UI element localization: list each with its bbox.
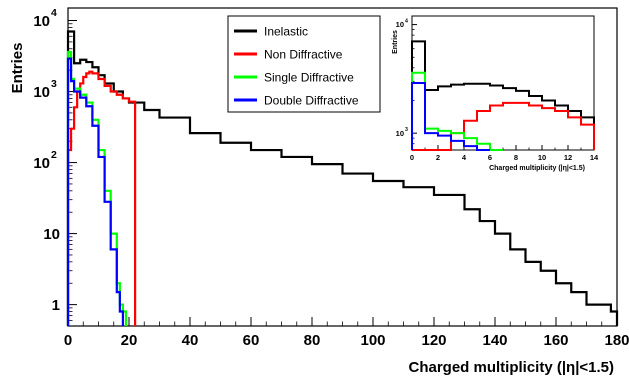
legend-entry-inelastic: Inelastic xyxy=(234,25,308,39)
x-tick-label: 160 xyxy=(543,332,568,349)
inset-x-axis-title: Charged multiplicity (|η|<1.5) xyxy=(489,165,585,172)
series-non-diffractive xyxy=(66,70,137,326)
legend-label-single-diffractive: Single Diffractive xyxy=(264,71,354,85)
main-y-axis-title: Entries xyxy=(9,43,26,94)
x-tick-label: 12 xyxy=(564,153,572,162)
y-tick-label: 10 xyxy=(396,129,404,138)
x-tick-label: 20 xyxy=(121,332,138,349)
x-tick-label: 14 xyxy=(590,153,599,162)
y-tick-exponent: 3 xyxy=(405,127,408,133)
main-series xyxy=(66,30,619,326)
x-tick-label: 100 xyxy=(360,332,385,349)
y-tick-exponent: 2 xyxy=(51,149,57,161)
x-tick-label: 120 xyxy=(421,332,446,349)
x-tick-label: 0 xyxy=(410,153,414,162)
x-tick-label: 180 xyxy=(604,332,629,349)
x-tick-label: 40 xyxy=(182,332,199,349)
y-tick-exponent: 4 xyxy=(51,7,57,19)
y-tick-label: 10 xyxy=(43,226,60,243)
legend-entry-non-diffractive: Non Diffractive xyxy=(234,48,343,62)
y-tick-label: 1 xyxy=(52,297,60,314)
inset-y-axis-title: Entries xyxy=(392,30,399,54)
legend-label-non-diffractive: Non Diffractive xyxy=(264,48,343,62)
series-double-diffractive xyxy=(411,81,490,151)
legend-entry-double-diffractive: Double Diffractive xyxy=(234,94,359,108)
x-tick-label: 140 xyxy=(482,332,507,349)
legend-label-inelastic: Inelastic xyxy=(264,25,308,39)
y-tick-label: 10 xyxy=(33,84,50,101)
series-double-diffractive xyxy=(66,57,124,326)
y-tick-exponent: 4 xyxy=(405,18,408,24)
x-tick-label: 6 xyxy=(488,153,492,162)
y-tick-label: 10 xyxy=(33,13,50,30)
x-tick-label: 2 xyxy=(436,153,440,162)
legend-entry-single-diffractive: Single Diffractive xyxy=(234,71,354,85)
y-tick-label: 10 xyxy=(396,20,404,29)
x-tick-label: 4 xyxy=(462,153,467,162)
inset-plot: Entries Charged multiplicity (|η|<1.5) 0… xyxy=(392,15,599,172)
inset-series xyxy=(411,40,595,151)
series-inelastic xyxy=(411,40,595,150)
x-tick-label: 0 xyxy=(64,332,72,349)
x-tick-label: 10 xyxy=(538,153,546,162)
legend: Inelastic Non Diffractive Single Diffrac… xyxy=(227,15,381,113)
x-tick-label: 8 xyxy=(514,153,518,162)
x-tick-label: 60 xyxy=(243,332,260,349)
x-tick-label: 80 xyxy=(304,332,321,349)
y-tick-label: 10 xyxy=(33,155,50,172)
main-x-axis-title: Charged multiplicity (|η|<1.5) xyxy=(408,359,614,376)
legend-label-double-diffractive: Double Diffractive xyxy=(264,94,359,108)
y-tick-exponent: 3 xyxy=(51,78,57,90)
inset-plot-frame xyxy=(411,15,595,151)
